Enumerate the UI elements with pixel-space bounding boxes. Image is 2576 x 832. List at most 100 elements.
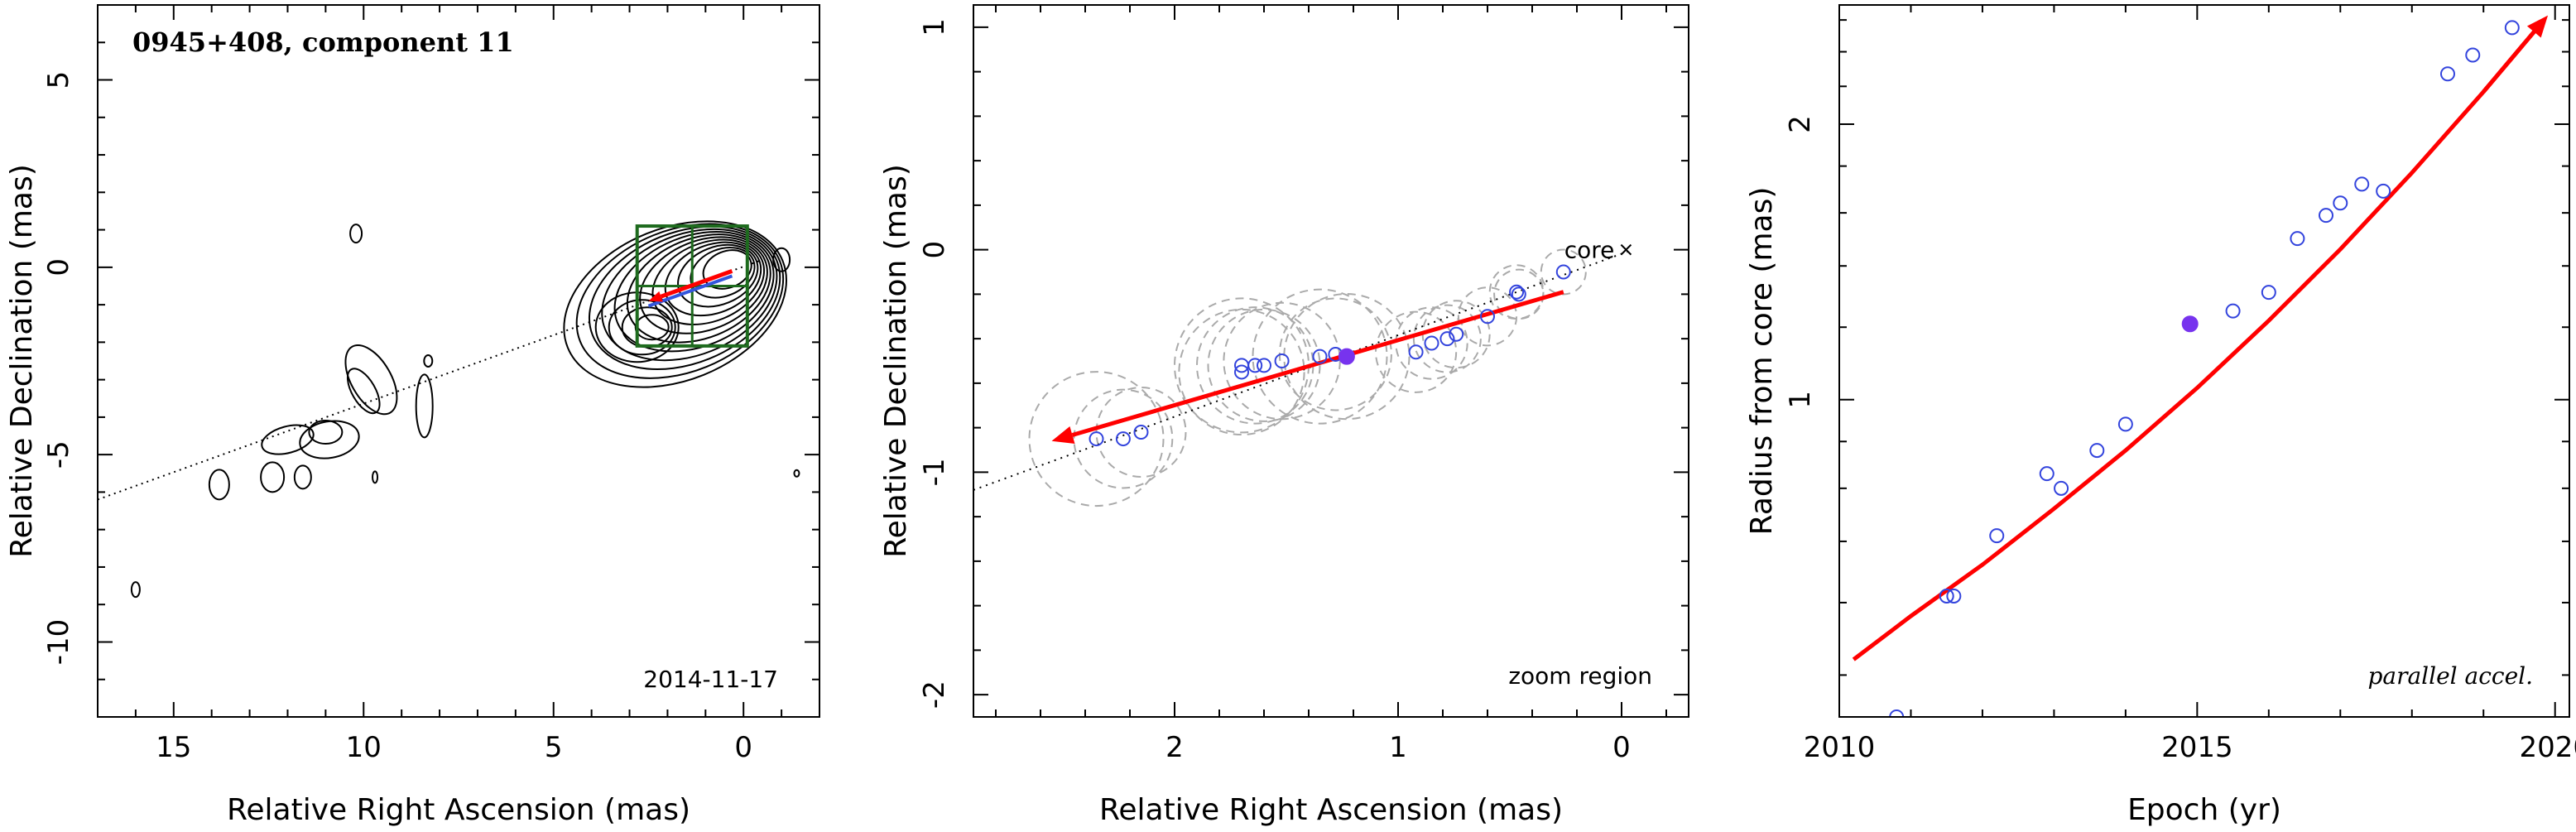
- contour-core: [563, 220, 787, 388]
- contour-core: [626, 233, 771, 344]
- data-point: [2039, 466, 2055, 482]
- data-point: [2504, 20, 2520, 36]
- data-point: [2465, 47, 2481, 63]
- panel1-y-tick-label: 0: [42, 258, 75, 277]
- component-size-circle: [1028, 371, 1165, 507]
- component-size-circle: [1493, 268, 1545, 320]
- fit-curve-arrow-head: [2526, 15, 2549, 38]
- contour-core: [575, 223, 785, 379]
- panel3-x-tick-label: 2010: [1804, 731, 1876, 764]
- contour-blob: [772, 247, 791, 272]
- contour-blob: [293, 464, 312, 490]
- data-point: [1509, 284, 1525, 300]
- panel2-x-tick-label: 0: [1612, 731, 1631, 764]
- contour-knot: [608, 299, 676, 356]
- panel2-x-axis-label: Relative Right Ascension (mas): [1099, 793, 1563, 827]
- data-point: [2333, 195, 2348, 211]
- data-point: [2261, 285, 2276, 301]
- data-point: [2054, 480, 2069, 496]
- panel1-y-tick-label: 5: [42, 71, 75, 89]
- panel1-plot-area: [98, 220, 800, 599]
- component-size-circle: [1073, 388, 1174, 489]
- component-size-circle: [1488, 264, 1545, 320]
- panel3-frame: [1838, 4, 2570, 718]
- data-point: [1439, 331, 1455, 347]
- component-size-circle: [1196, 306, 1314, 425]
- data-point: [2117, 416, 2133, 432]
- contour-core: [613, 231, 775, 353]
- highlight-point: [2181, 315, 2199, 333]
- contour-blob: [423, 354, 434, 368]
- panel1-x-tick-label: 5: [545, 731, 563, 764]
- panel1-y-tick-label: -5: [42, 440, 75, 469]
- contour-blob: [308, 420, 344, 445]
- panel2-motion-vector-head: [1051, 426, 1075, 444]
- data-point: [1939, 588, 1954, 604]
- component-size-circle: [1540, 248, 1587, 296]
- component-size-circle: [1095, 387, 1187, 478]
- data-point: [2225, 303, 2241, 319]
- panel2-y-tick-label: 1: [918, 18, 951, 36]
- contour-blob: [261, 424, 315, 455]
- panel3-y-tick-label: 2: [1784, 115, 1817, 133]
- data-point: [2354, 176, 2370, 192]
- panel1-date-label: 2014-11-17: [643, 666, 778, 693]
- panel3-y-axis-label: Radius from core (mas): [1745, 187, 1779, 536]
- data-point: [2376, 183, 2391, 199]
- data-point: [1234, 364, 1249, 380]
- data-point: [1247, 358, 1263, 373]
- data-point: [1257, 358, 1271, 373]
- panel3-annotation: parallel accel.: [2367, 662, 2533, 690]
- panel3-y-tick-label: 1: [1784, 391, 1817, 409]
- data-point: [1989, 528, 2005, 544]
- panel1-motion-vector-shaft: [660, 269, 733, 299]
- contour-blob: [130, 581, 141, 599]
- contour-core: [588, 225, 781, 370]
- contour-blob: [299, 420, 360, 459]
- panel2-y-axis-label: Relative Declination (mas): [879, 164, 913, 558]
- panel1-x-axis-label: Relative Right Ascension (mas): [227, 793, 690, 827]
- contour-core: [639, 236, 768, 334]
- panel1-x-tick-label: 10: [346, 731, 382, 764]
- panel1-y-tick-label: -10: [42, 619, 75, 666]
- panel3-x-tick-label: 2020: [2519, 731, 2576, 764]
- panel1-motion-vector-head: [648, 291, 663, 302]
- highlight-point: [1338, 348, 1355, 365]
- data-point: [1274, 353, 1290, 368]
- contour-knot: [634, 314, 670, 341]
- data-point: [1480, 309, 1495, 325]
- contour-blob: [346, 368, 381, 415]
- fit-curve: [1852, 26, 2540, 661]
- data-point: [1511, 286, 1526, 302]
- data-point: [1889, 709, 1905, 717]
- data-point: [1312, 349, 1328, 364]
- data-point: [1408, 344, 1424, 360]
- panel2-y-tick-label: 0: [918, 241, 951, 259]
- panel2-frame: [973, 4, 1689, 718]
- component-size-circle: [1252, 288, 1388, 425]
- data-point: [2440, 66, 2455, 82]
- panel3-plot-area: [1852, 15, 2549, 717]
- contour-core: [664, 241, 762, 317]
- data-point: [2290, 231, 2305, 247]
- contour-blob: [793, 469, 800, 478]
- panel2-annotation: zoom region: [1508, 662, 1652, 690]
- contour-blob: [349, 224, 363, 244]
- panel2-x-tick-label: 2: [1165, 731, 1184, 764]
- panel2-plot-area: core: [973, 237, 1633, 507]
- core-marker: [1620, 243, 1632, 256]
- data-point: [1449, 326, 1464, 342]
- panel1-title: 0945+408, component 11: [132, 26, 514, 58]
- data-point: [1133, 425, 1149, 440]
- panel1-y-axis-label: Relative Declination (mas): [5, 164, 39, 558]
- data-point: [1089, 431, 1104, 447]
- contour-knot: [621, 306, 673, 349]
- data-point: [1115, 431, 1131, 447]
- data-point: [1555, 264, 1571, 280]
- contour-blob: [260, 461, 286, 493]
- panel1-frame: [97, 4, 820, 718]
- contour-blob: [344, 344, 398, 416]
- panel2-y-tick-label: -2: [918, 681, 951, 709]
